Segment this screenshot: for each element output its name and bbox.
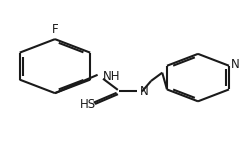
Text: HS: HS <box>80 98 96 111</box>
Text: F: F <box>52 23 58 35</box>
Text: NH: NH <box>103 70 121 83</box>
Text: N: N <box>231 58 240 71</box>
Text: N: N <box>140 85 149 98</box>
